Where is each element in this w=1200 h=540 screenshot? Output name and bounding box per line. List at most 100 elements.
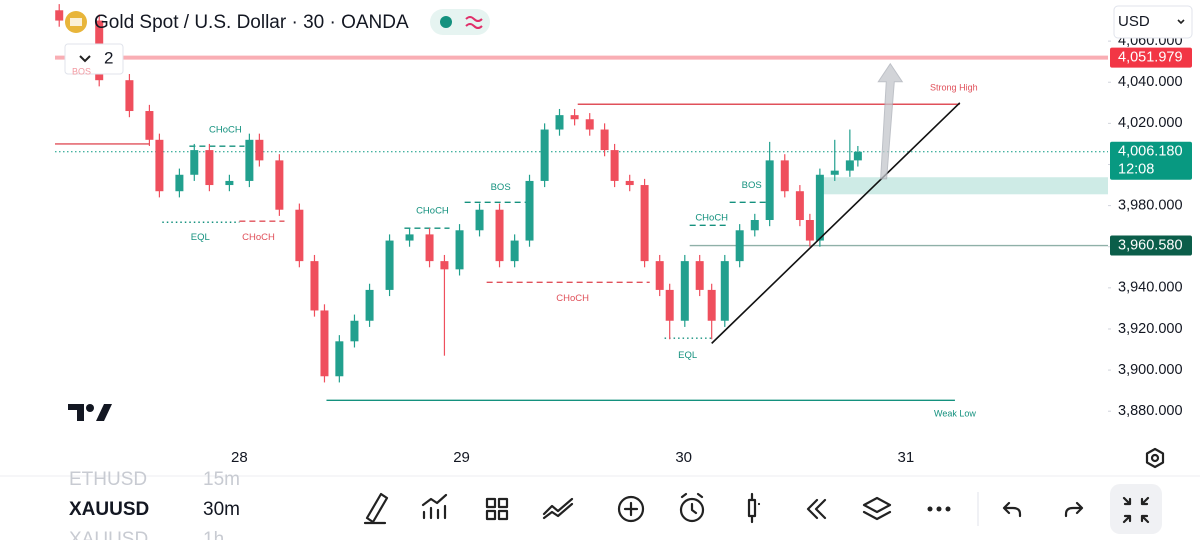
annotation: Strong High (930, 83, 978, 93)
annotation: Weak Low (934, 409, 976, 419)
candle-body (425, 234, 434, 262)
candle-body (600, 129, 609, 151)
candle-body (815, 174, 824, 241)
annotation: BOS (491, 182, 511, 193)
add-tool[interactable] (617, 495, 645, 523)
y-tick-label: 4,020.000 (1118, 115, 1183, 131)
x-tick-label: 30 (675, 449, 692, 466)
price-badge (1110, 47, 1192, 68)
chart-type-tool[interactable] (747, 492, 761, 524)
axis-settings[interactable] (1145, 447, 1165, 469)
replay-tool[interactable] (806, 498, 827, 520)
more-dot[interactable] (945, 506, 951, 512)
y-tick-label: 3,980.000 (1118, 197, 1183, 213)
watchlist-interval: 15m (203, 469, 240, 490)
symbol-list: ETHUSD 15m XAUUSD 30m XAUUSD 1h (69, 469, 240, 540)
candle-body (805, 220, 814, 241)
candle-body (350, 320, 359, 342)
hidden-label: BOS (72, 66, 91, 76)
candle-body (275, 160, 284, 210)
y-tick-label: 3,880.000 (1118, 403, 1183, 419)
chevron (1177, 19, 1185, 25)
candle-body (845, 160, 854, 171)
watchlist-interval: 1h (203, 529, 224, 540)
candle-body (555, 115, 564, 130)
watchlist-symbol: ETHUSD (69, 469, 147, 490)
candle-body (780, 160, 789, 192)
x-tick-label: 31 (897, 449, 914, 466)
candle-body (440, 261, 449, 270)
draw-tool[interactable] (363, 492, 389, 525)
collapse-button[interactable] (64, 43, 124, 75)
candle-body (225, 180, 234, 186)
candle-body (365, 289, 374, 321)
candle-body (510, 240, 519, 262)
y-tick-label: 4,040.000 (1118, 74, 1183, 90)
candle-body (570, 115, 579, 120)
indicator-count: 2 (104, 48, 113, 67)
candle-body (695, 261, 704, 290)
plot-area: CHoCH EQL CHoCH CHoCH BOS CHoCH CHoCH BOS EQL Str… (55, 4, 1108, 419)
candle-body (640, 185, 649, 262)
price-badge-label: 4,051.979 (1118, 49, 1183, 65)
compare-tool[interactable] (542, 497, 574, 520)
status-pill[interactable] (430, 9, 490, 35)
price-badge-label: 3,960.580 (1118, 237, 1183, 253)
candle-body (720, 261, 729, 321)
annotation: CHoCH (209, 125, 242, 136)
gear-center (1150, 453, 1160, 463)
more-dot[interactable] (936, 506, 942, 512)
watchlist-symbol: XAUUSD (69, 499, 149, 520)
currency-button[interactable] (1113, 5, 1193, 39)
candle-body (295, 209, 304, 262)
alert-tool[interactable] (679, 497, 705, 523)
candle-body (255, 139, 264, 161)
candle-body (750, 220, 759, 231)
layers-tool[interactable] (862, 496, 892, 521)
undo[interactable] (1002, 501, 1022, 518)
candle-body (525, 180, 534, 241)
annotation: CHoCH (556, 293, 589, 304)
toolbar (363, 484, 1162, 534)
symbol-title[interactable]: Gold Spot / U.S. Dollar · 30 · OANDA (94, 12, 409, 33)
candle-body (175, 174, 184, 192)
more-dot[interactable] (927, 506, 933, 512)
candle-body (680, 261, 689, 321)
annotation: EQL (678, 350, 697, 361)
price-axis (1108, 0, 1200, 440)
candle-body (735, 230, 744, 262)
candle-body (475, 209, 484, 231)
indicators-tool[interactable] (421, 493, 448, 520)
candle-body (245, 139, 254, 181)
projection-arrow (877, 62, 904, 180)
market-open-dot (440, 16, 452, 28)
price-badge (1110, 141, 1192, 180)
x-tick-label: 28 (231, 449, 248, 466)
price-badge-label: 4,006.180 (1118, 144, 1183, 160)
candle-body (385, 240, 394, 290)
candle-body (655, 261, 664, 290)
countdown: 12:08 (1118, 162, 1154, 178)
fullscreen-button[interactable] (1110, 484, 1162, 534)
annotation: BOS (742, 180, 762, 191)
layouts-tool[interactable] (485, 497, 509, 521)
currency: USD (1118, 13, 1150, 30)
candle-body (610, 150, 619, 181)
y-tick-label: 3,920.000 (1118, 321, 1183, 337)
candle-body (455, 230, 464, 270)
candle-body (405, 234, 414, 241)
annotation: CHoCH (416, 206, 449, 217)
candle-body (55, 10, 64, 21)
annotation: CHoCH (695, 213, 728, 224)
exit-fullscreen-icon (1122, 496, 1150, 524)
candle-body (707, 289, 716, 321)
candle-body (155, 139, 164, 192)
redo[interactable] (1064, 501, 1084, 518)
chevron (79, 55, 91, 63)
demand-zone (819, 177, 1108, 195)
watchlist-interval: 30m (203, 499, 240, 520)
x-tick-label: 29 (453, 449, 470, 466)
annotation: CHoCH (242, 232, 275, 243)
